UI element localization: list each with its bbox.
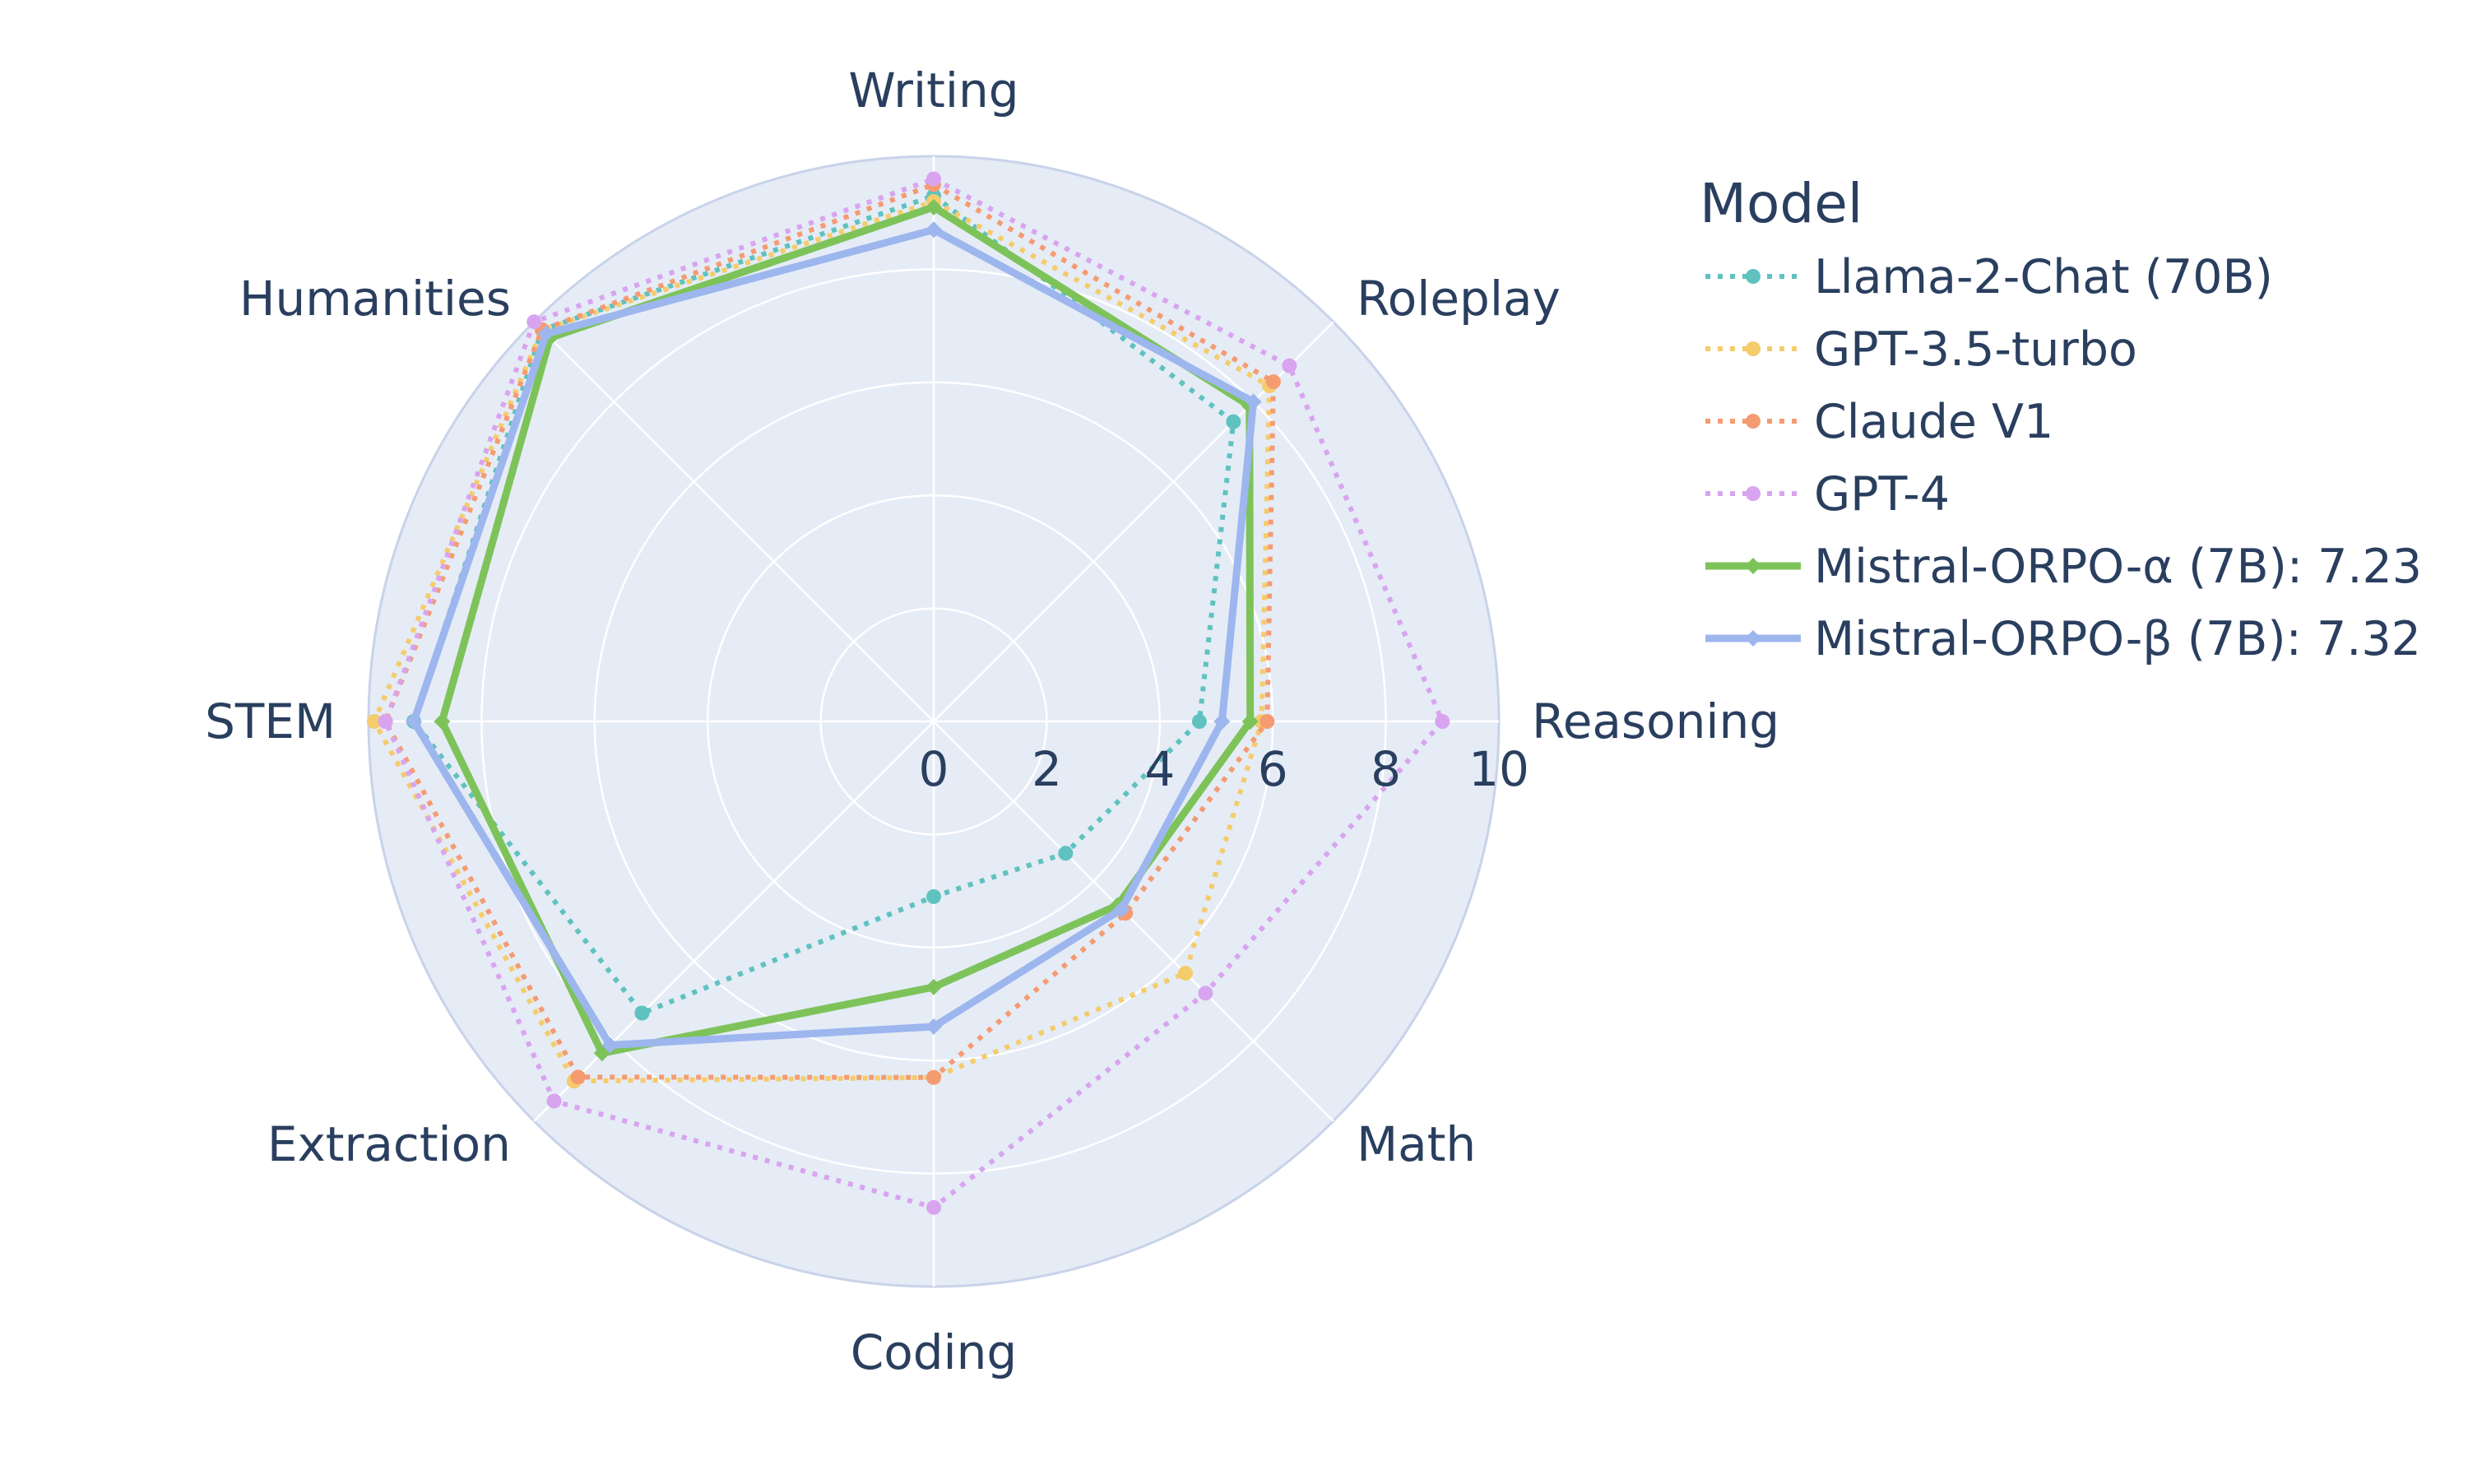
category-label: Reasoning [1532,693,1779,749]
data-point [1191,714,1207,729]
grid-spoke [533,321,935,722]
category-label: Roleplay [1357,271,1561,327]
data-point [926,978,942,995]
legend-item[interactable]: GPT-4 [1705,467,1950,522]
data-point [1213,713,1231,730]
data-point [1113,901,1130,918]
data-point [1245,393,1262,410]
category-label: Humanities [239,271,511,327]
legend-item[interactable]: Mistral-ORPO-β (7B): 7.32 [1705,612,2421,666]
data-point [926,888,941,904]
legend-title: Model [1700,172,1863,235]
radial-tick-label: 4 [1144,741,1175,797]
data-point [926,1018,942,1035]
series-line [371,199,1273,1084]
legend-swatch-marker [1746,341,1761,356]
legend-swatch-marker [1745,630,1761,647]
data-point [1241,713,1259,730]
legend-label: GPT-3.5-turbo [1814,322,2137,377]
category-label: Extraction [267,1116,511,1172]
data-point [366,714,382,729]
legend-swatch-marker [1746,414,1761,429]
data-point [1178,966,1194,981]
data-point [570,1069,586,1085]
data-point [634,1005,650,1021]
category-label: STEM [205,693,336,749]
data-point [1198,985,1213,1001]
legend-label: Mistral-ORPO-α (7B): 7.23 [1814,540,2422,594]
data-point [926,221,942,239]
series-5 [405,221,1262,1054]
data-point [1226,414,1241,429]
legend-label: Claude V1 [1814,395,2053,449]
data-point [926,198,942,216]
radial-tick-label: 8 [1371,741,1401,797]
category-label: Math [1357,1116,1476,1172]
data-point [601,1036,619,1054]
data-point [434,713,451,730]
radial-tick-labels: 0 2 4 6 8 10 [919,741,1529,797]
data-point [537,325,554,342]
grid-spoke [933,721,1334,1122]
data-point [527,314,542,330]
legend-swatch-marker [1745,558,1761,574]
radial-tick-label: 10 [1468,741,1529,797]
legend-item[interactable]: Mistral-ORPO-α (7B): 7.23 [1705,540,2422,594]
angular-axis-labels: Writing Roleplay Reasoning Math Coding Extrac… [205,63,1779,1380]
legend-item[interactable]: GPT-3.5-turbo [1705,322,2137,377]
data-point [1435,714,1450,729]
data-point [1058,846,1074,861]
legend-swatch-marker [1746,269,1761,284]
radial-tick-label: 2 [1032,741,1062,797]
radial-tick-label: 0 [919,741,949,797]
data-point [1265,374,1281,390]
legend-swatch-marker [1746,486,1761,501]
legend-item[interactable]: Claude V1 [1705,395,2053,449]
data-point [926,1069,941,1085]
category-label: Writing [848,63,1018,118]
legend-label: GPT-4 [1814,467,1950,522]
legend: Model Llama-2-Chat (70B) GPT-3.5-turbo Cla… [1700,172,2422,666]
legend-item[interactable]: Llama-2-Chat (70B) [1705,250,2273,304]
data-point [1282,358,1297,373]
series-3 [378,171,1450,1215]
legend-label: Llama-2-Chat (70B) [1814,250,2273,304]
data-point [546,1093,562,1109]
data-point [926,171,941,187]
series-layer [366,171,1450,1215]
data-point [405,713,422,730]
legend-label: Mistral-ORPO-β (7B): 7.32 [1814,612,2421,666]
data-point [378,714,393,729]
category-label: Coding [851,1324,1018,1380]
radial-tick-label: 6 [1258,741,1288,797]
data-point [926,1199,941,1215]
data-point [1260,714,1275,729]
